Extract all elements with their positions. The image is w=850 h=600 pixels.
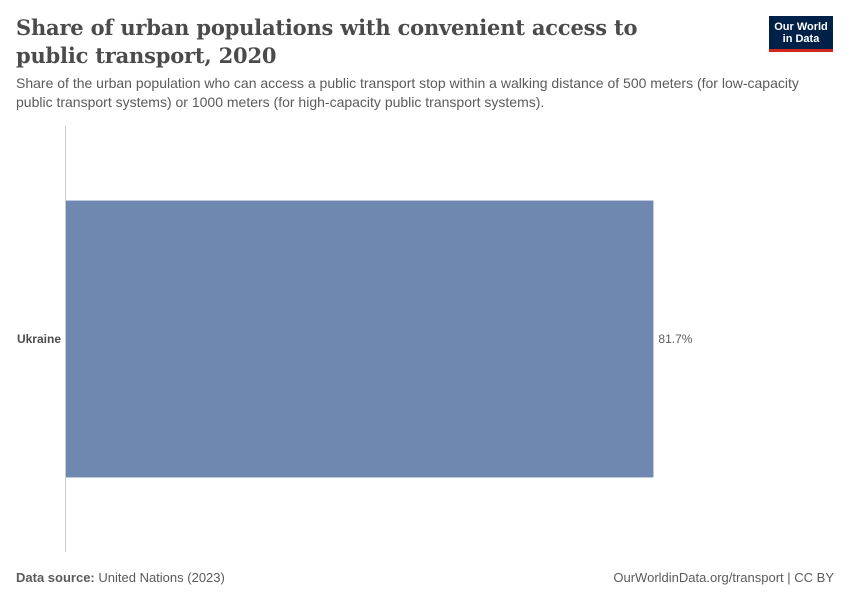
chart-subtitle: Share of the urban population who can ac… [16,75,799,110]
logo-line-2: in Data [782,32,820,45]
category-label: Ukraine [17,332,61,346]
owid-logo[interactable]: Our World in Data [769,16,833,52]
bars-group: Ukraine 81.7% [17,200,693,478]
logo-line-1: Our World [774,20,828,33]
bar-ukraine[interactable] [66,200,654,478]
source-link[interactable]: OurWorldinData.org/transport | CC BY [613,570,834,585]
data-source: Data source: United Nations (2023) [16,570,225,585]
data-source-label: Data source: [16,570,95,585]
value-label: 81.7% [658,332,692,346]
chart-title: Share of urban populations with convenie… [16,15,638,68]
data-source-text: United Nations (2023) [98,570,225,585]
